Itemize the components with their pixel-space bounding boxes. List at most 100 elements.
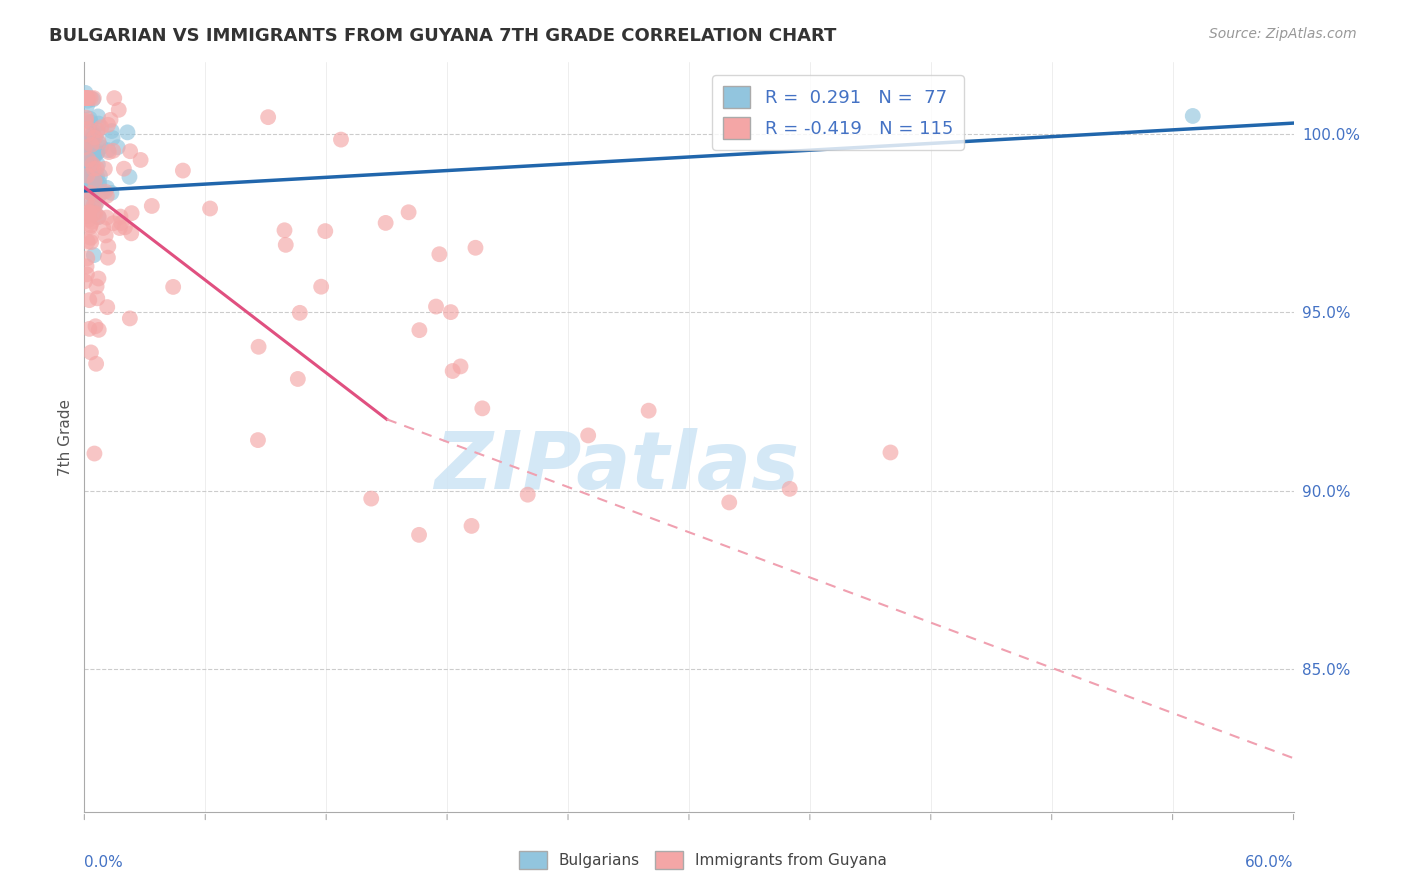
Point [198, 202, 221, 216]
Point [97, 145, 120, 160]
Point [87, 158, 110, 172]
Point [80, 231, 103, 245]
Point [76, 171, 98, 186]
Point [83, 161, 105, 176]
Point [79, 157, 101, 171]
Point [77, 176, 100, 190]
Point [103, 216, 125, 230]
Point [84, 357, 107, 371]
Point [80, 134, 103, 148]
Point [77, 91, 100, 105]
Point [90, 120, 112, 135]
Point [86, 196, 108, 211]
Point [76, 260, 98, 274]
Point [1181, 109, 1204, 123]
Text: 60.0%: 60.0% [1246, 855, 1294, 870]
Point [309, 279, 332, 293]
Point [94, 228, 117, 243]
Point [77, 200, 100, 214]
Point [129, 153, 152, 167]
Point [76, 169, 98, 183]
Point [97, 143, 120, 157]
Point [77, 141, 100, 155]
Point [75, 91, 97, 105]
Point [398, 205, 420, 219]
Point [83, 150, 105, 164]
Point [86, 146, 108, 161]
Point [80, 133, 103, 147]
Point [76, 127, 98, 141]
Point [76, 91, 98, 105]
Point [86, 291, 108, 305]
Point [80, 215, 103, 229]
Point [330, 133, 353, 147]
Point [89, 169, 111, 183]
Point [75, 113, 97, 128]
Point [80, 345, 103, 359]
Point [75, 91, 97, 105]
Point [76, 139, 98, 153]
Point [107, 140, 129, 154]
Point [257, 110, 280, 124]
Point [87, 136, 110, 150]
Point [75, 160, 97, 174]
Point [79, 157, 101, 171]
Point [162, 280, 184, 294]
Point [76, 94, 98, 108]
Point [75, 91, 97, 105]
Point [76, 153, 98, 167]
Point [86, 145, 108, 159]
Point [83, 248, 105, 262]
Legend: R =  0.291   N =  77, R = -0.419   N = 115: R = 0.291 N = 77, R = -0.419 N = 115 [713, 75, 965, 150]
Point [408, 528, 430, 542]
Point [114, 220, 136, 235]
Point [73, 140, 96, 154]
Point [79, 112, 101, 126]
Point [83, 446, 105, 460]
Point [96, 300, 118, 314]
Point [76, 194, 98, 208]
Point [84, 171, 107, 186]
Point [86, 279, 108, 293]
Point [425, 300, 447, 314]
Point [247, 340, 270, 354]
Point [90, 140, 112, 154]
Point [76, 178, 98, 192]
Point [100, 112, 122, 127]
Point [87, 178, 110, 193]
Point [273, 223, 295, 237]
Point [77, 205, 100, 219]
Point [84, 171, 107, 186]
Point [96, 189, 118, 203]
Point [79, 322, 101, 336]
Point [73, 274, 96, 288]
Point [77, 205, 100, 219]
Point [91, 185, 114, 199]
Point [172, 163, 194, 178]
Point [97, 251, 120, 265]
Point [118, 311, 141, 326]
Text: Source: ZipAtlas.com: Source: ZipAtlas.com [1209, 27, 1357, 41]
Point [87, 323, 110, 337]
Point [73, 140, 96, 154]
Point [80, 150, 103, 164]
Point [76, 252, 98, 266]
Point [79, 293, 101, 307]
Point [79, 186, 101, 200]
Point [77, 172, 100, 186]
Point [121, 206, 143, 220]
Point [89, 188, 111, 202]
Point [79, 219, 101, 233]
Point [288, 306, 311, 320]
Point [75, 111, 97, 125]
Point [718, 495, 741, 509]
Point [76, 98, 98, 112]
Point [516, 488, 538, 502]
Point [82, 127, 104, 141]
Point [97, 118, 120, 132]
Point [86, 161, 108, 176]
Point [450, 359, 472, 374]
Point [441, 364, 464, 378]
Point [117, 125, 139, 139]
Point [141, 199, 163, 213]
